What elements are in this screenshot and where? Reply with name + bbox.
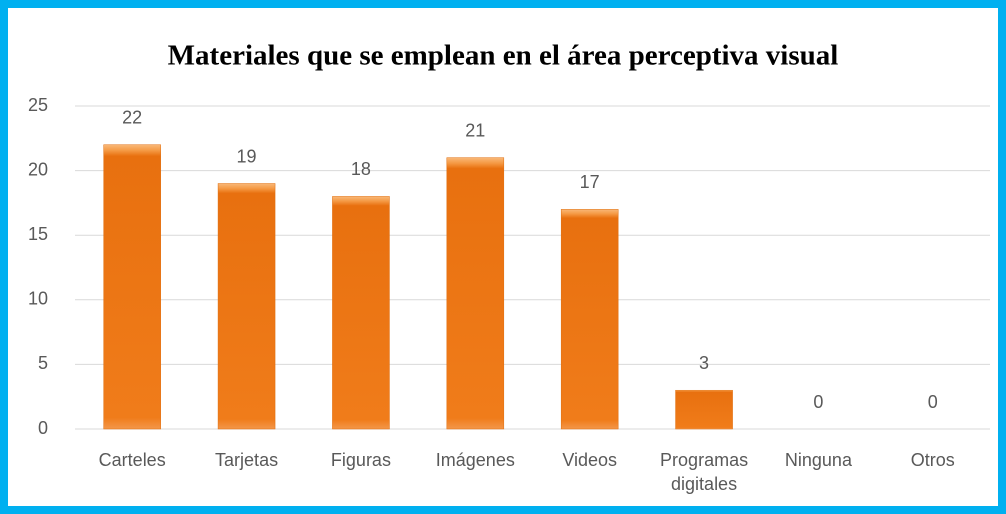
x-tick-label: Videos [562,450,618,470]
x-tick-label: Figuras [330,450,391,470]
bar [446,157,505,430]
x-tick-label: Programas digitales [660,450,749,494]
data-label: 18 [351,159,371,179]
data-label: 0 [928,392,938,412]
bar [560,209,619,430]
chart-title: Materiales que se emplean en el área per… [168,40,839,72]
y-tick-label: 5 [38,353,48,373]
bar [675,389,733,430]
data-label: 0 [813,392,823,412]
x-tick-label: Tarjetas [215,450,279,470]
bar [332,196,390,430]
x-tick-label: Ninguna [784,450,852,470]
y-tick-label: 15 [28,224,48,244]
y-tick-label: 10 [28,289,48,309]
data-label: 3 [699,353,709,373]
bar [217,183,276,430]
data-label: 21 [465,120,485,140]
data-label: 17 [580,172,600,192]
y-tick-label: 25 [28,95,48,115]
bar [103,144,161,430]
x-tick-label: Otros [910,450,955,470]
x-tick-label: Imágenes [435,450,515,470]
data-label: 19 [237,146,257,166]
data-label: 22 [122,108,142,128]
x-tick-label: Carteles [98,450,166,470]
y-tick-label: 20 [28,159,48,179]
y-tick-label: 0 [38,418,48,438]
